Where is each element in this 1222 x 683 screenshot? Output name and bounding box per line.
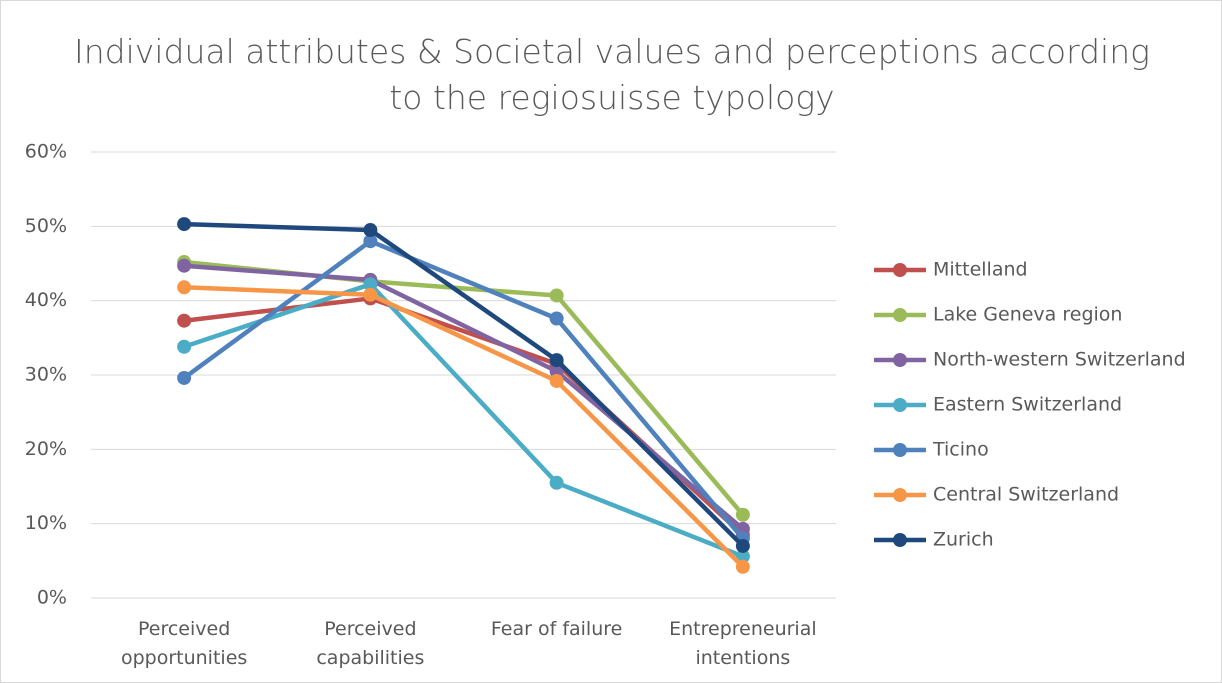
legend-label: Mittelland <box>933 259 1028 281</box>
data-point <box>735 549 750 564</box>
y-tick-label: 50% <box>25 215 67 237</box>
data-point <box>177 339 192 354</box>
legend-marker <box>893 263 907 277</box>
legend-marker <box>893 353 907 367</box>
legend-marker <box>893 488 907 502</box>
legend-marker <box>893 533 907 547</box>
data-point <box>363 223 378 238</box>
data-point <box>177 280 192 295</box>
y-tick-label: 40% <box>25 289 67 311</box>
data-point <box>735 559 750 574</box>
data-point <box>177 258 192 273</box>
chart-title: Individual attributes & Societal values … <box>74 32 1150 117</box>
legend-label: Ticino <box>932 439 989 461</box>
data-point <box>549 475 564 490</box>
data-point <box>177 313 192 328</box>
data-point <box>735 538 750 553</box>
legend-marker <box>893 308 907 322</box>
x-tick-label: Fear of failure <box>490 618 623 640</box>
data-point <box>549 311 564 326</box>
data-point <box>177 370 192 385</box>
series-line <box>183 259 745 517</box>
series-line <box>183 263 745 531</box>
x-tick-label: Entrepreneurial intentions <box>669 618 817 669</box>
series-line <box>183 282 744 559</box>
data-point <box>177 217 192 232</box>
legend-label: Central Switzerland <box>933 484 1119 506</box>
y-tick-label: 60% <box>25 141 67 163</box>
legend-label: Lake Geneva region <box>933 304 1122 326</box>
data-point <box>549 373 564 388</box>
data-point <box>363 277 378 292</box>
legend-marker <box>893 443 907 457</box>
legend-marker <box>893 398 907 412</box>
data-point <box>549 364 564 379</box>
x-tick-label: Perceived capabilities <box>316 618 425 669</box>
data-point <box>735 507 750 522</box>
data-point <box>549 353 564 368</box>
y-tick-label: 10% <box>25 512 67 534</box>
legend-label: North-western Switzerland <box>933 349 1186 371</box>
data-point <box>363 234 378 249</box>
series-line <box>182 238 745 540</box>
data-point <box>549 288 564 303</box>
y-tick-label: 0% <box>37 587 67 609</box>
x-tick-label: Perceived opportunities <box>120 618 248 669</box>
series-line <box>184 285 745 569</box>
data-point <box>363 287 378 302</box>
legend-label: Eastern Switzerland <box>933 394 1122 416</box>
y-tick-label: 20% <box>25 438 67 460</box>
y-tick-label: 30% <box>25 364 67 386</box>
legend-label: Zurich <box>933 529 994 551</box>
series-line <box>184 221 745 548</box>
